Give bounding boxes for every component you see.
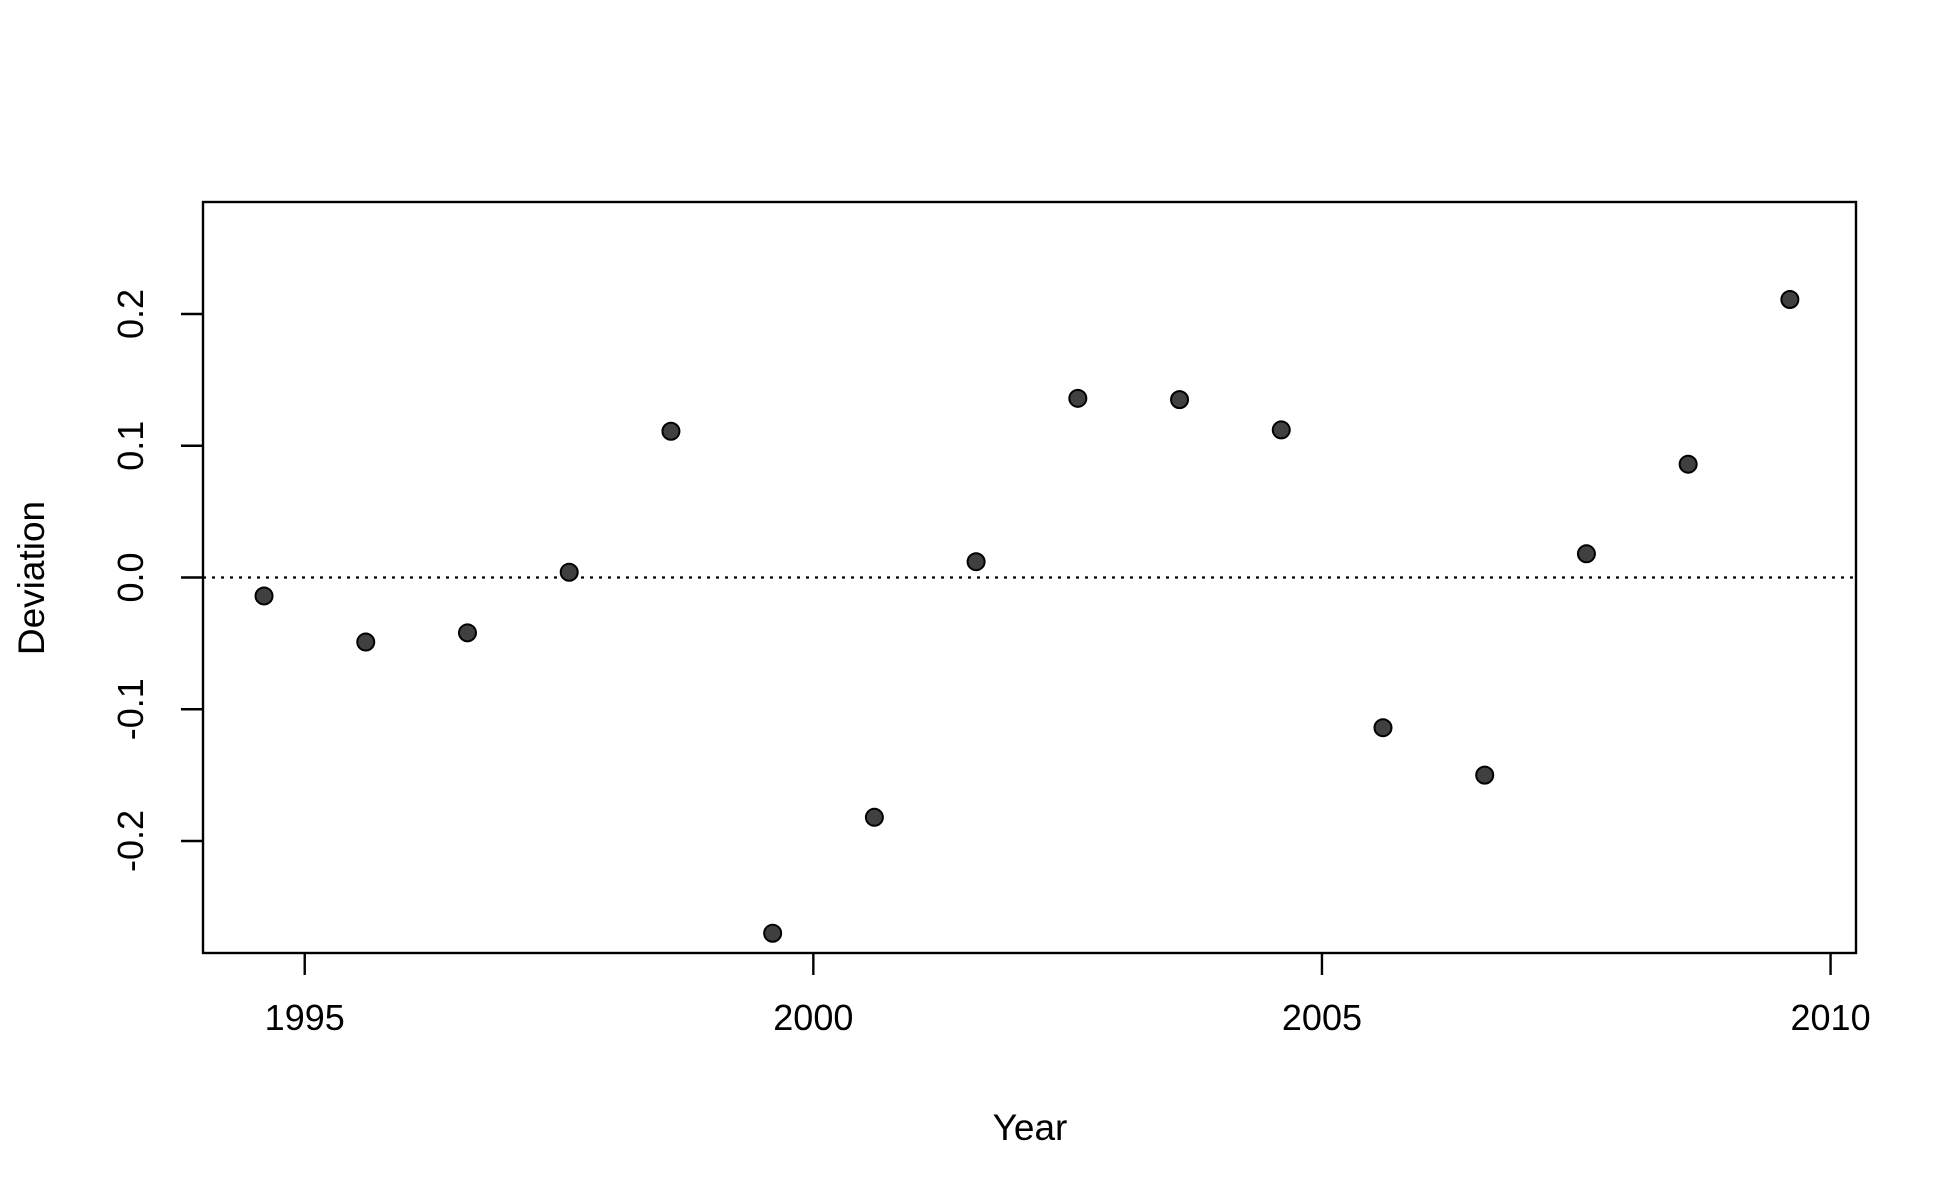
data-point [356, 632, 376, 652]
y-tick-label: 0.1 [110, 421, 151, 471]
data-point [661, 421, 681, 441]
y-tick-label: -0.2 [110, 810, 151, 872]
data-point [763, 923, 783, 943]
data-point [1576, 544, 1596, 564]
data-points [254, 289, 1800, 943]
data-point [457, 623, 477, 643]
data-point [1475, 765, 1495, 785]
data-point [1373, 718, 1393, 738]
data-point [864, 807, 884, 827]
x-tick-label: 1995 [265, 997, 345, 1038]
x-tick-label: 2000 [773, 997, 853, 1038]
data-point [254, 586, 274, 606]
data-point [559, 562, 579, 582]
y-tick-label: 0.2 [110, 289, 151, 339]
y-axis: -0.2 -0.1 0.0 0.1 0.2 [110, 289, 203, 872]
x-tick-label: 2005 [1282, 997, 1362, 1038]
y-axis-label: Deviation [11, 501, 52, 655]
y-tick-label: 0.0 [110, 552, 151, 602]
y-tick-label: -0.1 [110, 678, 151, 740]
data-point [1678, 454, 1698, 474]
data-point [1068, 388, 1088, 408]
x-axis: 1995 2000 2005 2010 [265, 953, 1871, 1038]
x-axis-label: Year [993, 1107, 1068, 1148]
data-point [966, 552, 986, 572]
data-point [1780, 289, 1800, 309]
data-point [1170, 390, 1190, 410]
x-tick-label: 2010 [1791, 997, 1871, 1038]
data-point [1271, 420, 1291, 440]
